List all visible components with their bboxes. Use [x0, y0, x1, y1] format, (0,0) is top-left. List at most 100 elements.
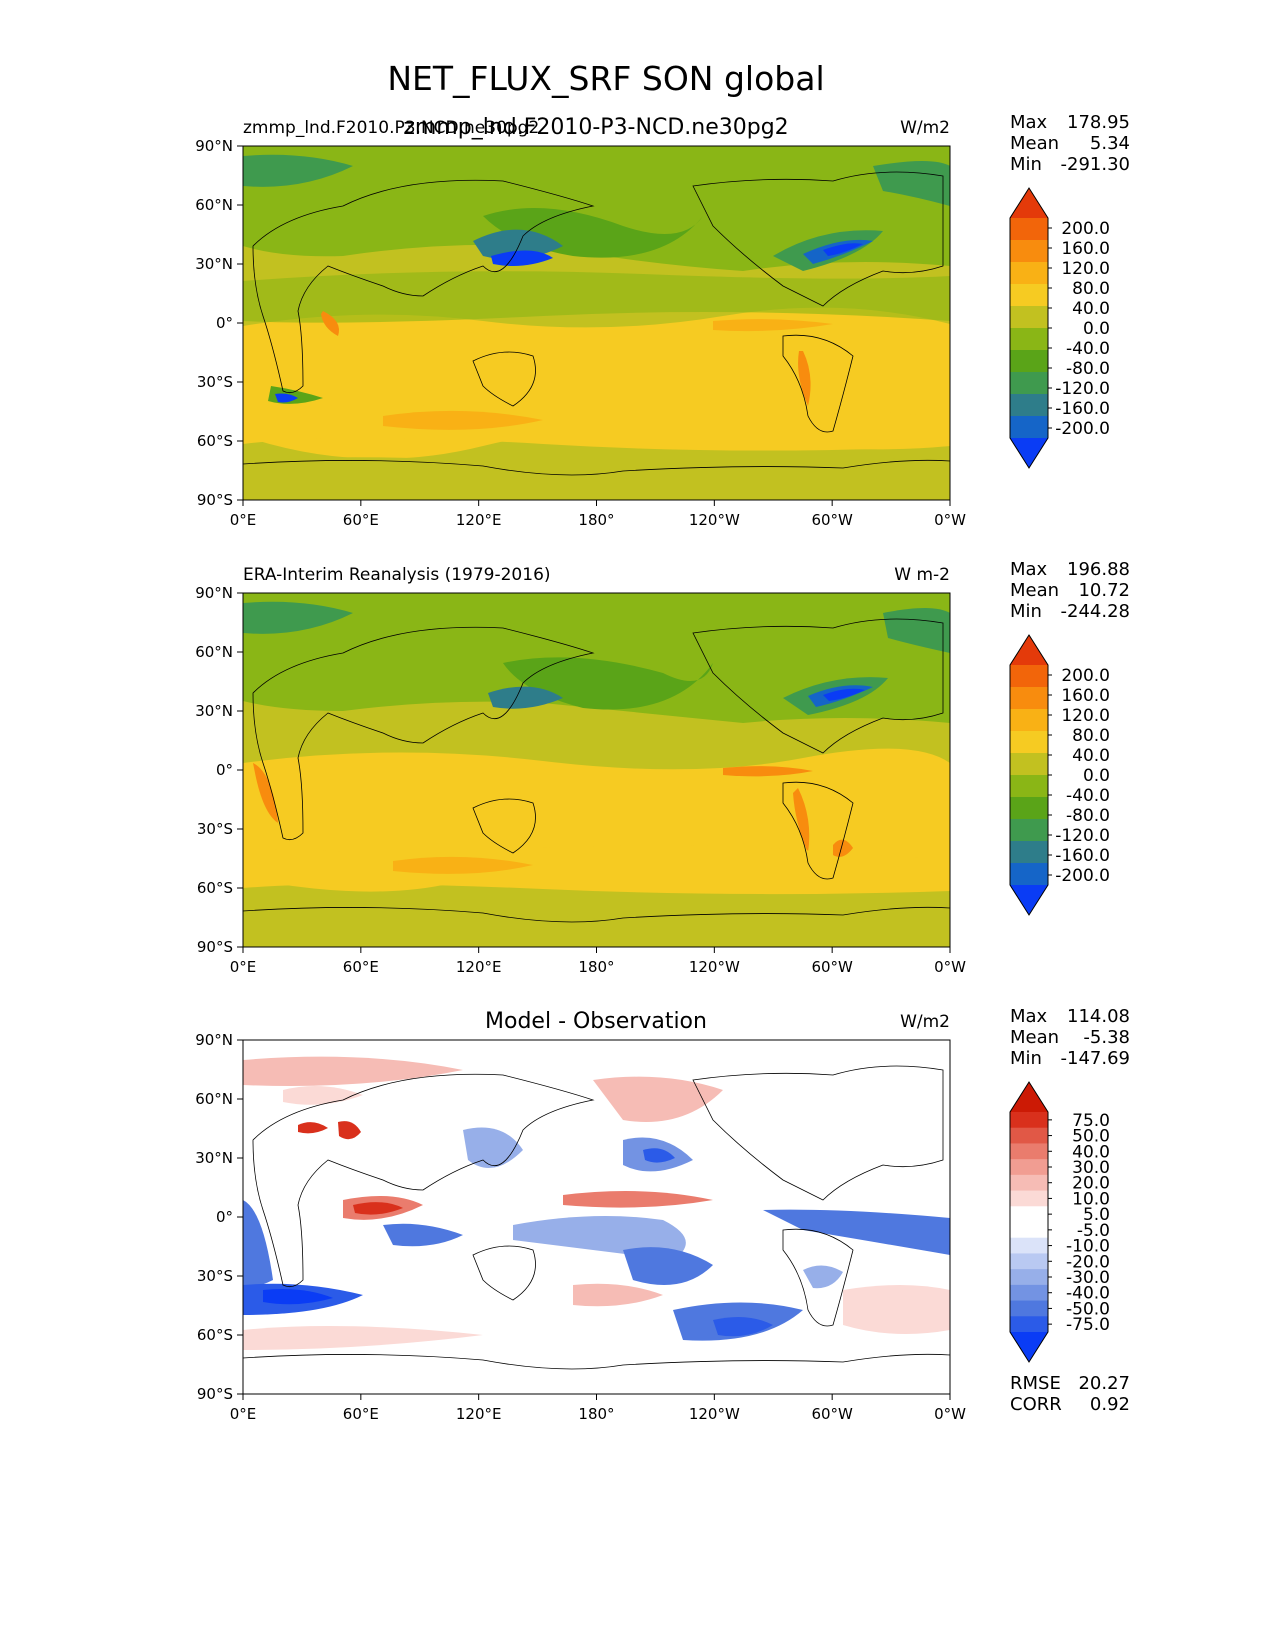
- colorbar-tick-label: -50.0: [1066, 1299, 1110, 1319]
- colorbar-tick-label: -40.0: [1066, 786, 1110, 806]
- colorbar: 200.0160.0120.080.040.00.0-40.0-80.0-120…: [1009, 187, 1110, 469]
- lat-tick-label: 0°: [216, 761, 233, 779]
- colorbar-tick-label: 20.0: [1072, 1174, 1110, 1194]
- stat-label: Min: [1010, 154, 1042, 175]
- colorbar-segment: [1010, 284, 1048, 307]
- colorbar-tick-label: -160.0: [1055, 846, 1110, 866]
- stats-block: Max 114.08 Mean -5.38 Min -147.69: [1010, 1006, 1130, 1069]
- colorbar-segment: [1010, 1174, 1048, 1192]
- colorbar-segment: [1010, 709, 1048, 732]
- colorbar-segment: [1010, 240, 1048, 263]
- lon-axis: 0°E 60°E 120°E 180° 120°W 60°W 0°W: [230, 1394, 966, 1423]
- stat-value: -244.28: [1061, 601, 1130, 622]
- colorbar-segment: [1010, 665, 1048, 688]
- colorbar-tick-label: -120.0: [1055, 826, 1110, 846]
- colorbar-segment: [1010, 306, 1048, 329]
- lon-tick-label: 0°W: [934, 511, 966, 529]
- colorbar-tick-label: -120.0: [1055, 379, 1110, 399]
- colorbar-segment: [1010, 328, 1048, 351]
- metric-value: 20.27: [1078, 1373, 1130, 1394]
- panel-units: W/m2: [900, 1012, 950, 1032]
- colorbar-tick-label: 0.0: [1083, 319, 1110, 339]
- colorbar-tick-label: -75.0: [1066, 1315, 1110, 1335]
- colorbar-tick-label: -80.0: [1066, 359, 1110, 379]
- lon-tick-label: 0°E: [230, 958, 257, 976]
- lat-tick-label: 60°N: [195, 196, 233, 214]
- stat-value: 10.72: [1078, 580, 1130, 601]
- lon-tick-label: 120°W: [689, 511, 740, 529]
- colorbar-tick-label: -20.0: [1066, 1252, 1110, 1272]
- colorbar-segment: [1010, 1316, 1048, 1333]
- colorbar-segment: [1010, 1206, 1048, 1223]
- colorbar-tick-label: 10.0: [1072, 1189, 1110, 1209]
- panel-units: W m-2: [894, 565, 950, 585]
- colorbar-tick-label: -10.0: [1066, 1237, 1110, 1257]
- lat-tick-label: 30°N: [195, 1149, 233, 1167]
- lat-tick-label: 30°S: [197, 373, 233, 391]
- metric-label: RMSE: [1010, 1373, 1061, 1394]
- colorbar-tick-label: 40.0: [1072, 299, 1110, 319]
- lat-axis: 90°N 60°N 30°N 0° 30°S 60°S 90°S: [195, 137, 243, 509]
- lon-tick-label: 180°: [578, 1405, 614, 1423]
- colorbar-segment: [1010, 1190, 1048, 1207]
- lon-axis: 0°E 60°E 120°E 180° 120°W 60°W 0°W: [230, 947, 966, 976]
- colorbar-segment: [1010, 753, 1048, 776]
- stat-label: Min: [1010, 1048, 1042, 1069]
- colorbar: 75.050.040.030.020.010.05.0-5.0-10.0-20.…: [1009, 1081, 1110, 1363]
- colorbar-tick-label: 200.0: [1061, 666, 1110, 686]
- lat-tick-label: 30°N: [195, 702, 233, 720]
- panel-title-left: zmmp_lnd.F2010.P3.NCD.ne30pg2: [243, 118, 539, 138]
- colorbar-tick-label: 40.0: [1072, 746, 1110, 766]
- colorbar-tick-label: 120.0: [1061, 706, 1110, 726]
- colorbar-tick-label: -30.0: [1066, 1268, 1110, 1288]
- colorbar-segment: [1010, 863, 1048, 886]
- colorbar-segment: [1010, 1300, 1048, 1317]
- panel-units: W/m2: [900, 118, 950, 138]
- lat-tick-label: 60°N: [195, 1090, 233, 1108]
- map-field-test: [243, 146, 950, 500]
- colorbar-tick-label: 40.0: [1072, 1142, 1110, 1162]
- lat-tick-label: 90°S: [197, 491, 233, 509]
- colorbar-segment: [1010, 797, 1048, 820]
- lat-tick-label: 60°S: [197, 1326, 233, 1344]
- colorbar-segment: [1010, 1237, 1048, 1254]
- lon-tick-label: 120°W: [689, 958, 740, 976]
- lon-tick-label: 0°E: [230, 1405, 257, 1423]
- colorbar-tick-label: 80.0: [1072, 726, 1110, 746]
- colorbar-segment: [1010, 262, 1048, 285]
- colorbar-segment: [1010, 1143, 1048, 1160]
- stat-value: 5.34: [1090, 133, 1130, 154]
- colorbar-extend-min: [1010, 438, 1048, 468]
- stat-label: Max: [1010, 1006, 1048, 1027]
- lon-tick-label: 60°W: [811, 958, 853, 976]
- panel-title-center: zmmp_lnd.F2010-P3-NCD.ne30pg2: [403, 115, 788, 140]
- colorbar-tick-label: -5.0: [1077, 1221, 1110, 1241]
- panel-title-left: ERA-Interim Reanalysis (1979-2016): [243, 565, 551, 585]
- colorbar-tick-label: -160.0: [1055, 399, 1110, 419]
- colorbar-tick-label: 75.0: [1072, 1111, 1110, 1131]
- lat-axis: 90°N 60°N 30°N 0° 30°S 60°S 90°S: [195, 1031, 243, 1403]
- lon-tick-label: 0°W: [934, 958, 966, 976]
- lat-tick-label: 90°S: [197, 938, 233, 956]
- colorbar-segment: [1010, 394, 1048, 417]
- stat-value: 178.95: [1067, 112, 1130, 133]
- stats-block: Max 196.88 Mean 10.72 Min -244.28: [1010, 559, 1130, 622]
- stat-label: Max: [1010, 112, 1048, 133]
- metric-label: CORR: [1010, 1394, 1062, 1415]
- colorbar-segment: [1010, 218, 1048, 241]
- lon-tick-label: 60°E: [343, 1405, 379, 1423]
- colorbar-segment: [1010, 1222, 1048, 1239]
- colorbar-segment: [1010, 819, 1048, 842]
- panel-reference: 90°N 60°N 30°N 0° 30°S 60°S 90°S 0°E 60°E 120°E 1…: [195, 559, 1130, 976]
- colorbar-tick-label: -80.0: [1066, 806, 1110, 826]
- colorbar-segment: [1010, 1253, 1048, 1270]
- colorbar-extend-min: [1010, 885, 1048, 915]
- colorbar-tick-label: -200.0: [1055, 866, 1110, 886]
- stat-value: -291.30: [1061, 154, 1130, 175]
- colorbar-extend-max: [1010, 1082, 1048, 1112]
- colorbar-segment: [1010, 687, 1048, 710]
- lat-tick-label: 30°N: [195, 255, 233, 273]
- map-field-difference: [243, 1040, 950, 1394]
- figure-title: NET_FLUX_SRF SON global: [387, 59, 824, 98]
- colorbar-segment: [1010, 1127, 1048, 1144]
